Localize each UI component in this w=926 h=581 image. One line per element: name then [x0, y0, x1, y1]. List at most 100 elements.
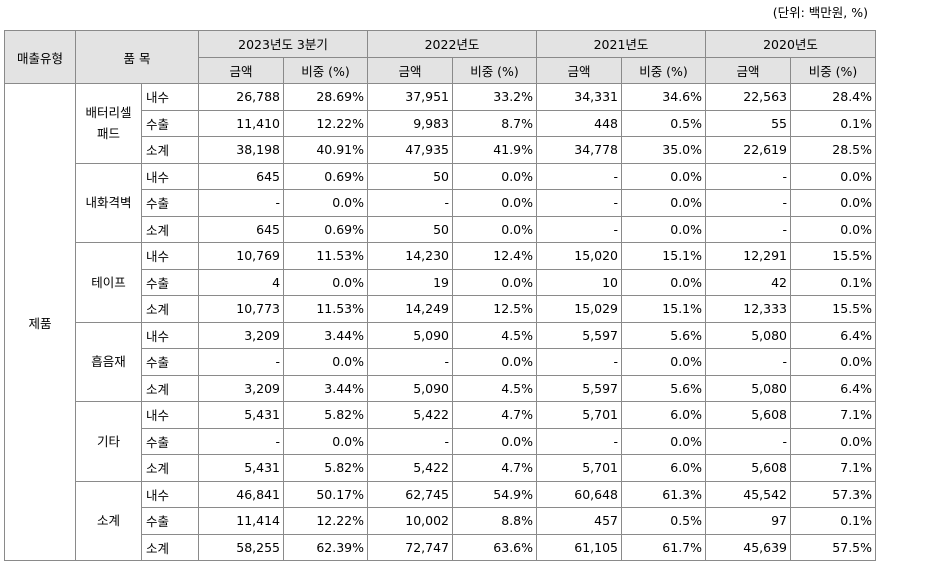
item-name-cell: 배터리셀 패드: [75, 83, 142, 164]
ratio-cell: 61.3%: [621, 480, 707, 508]
amount-cell: 34,778: [536, 136, 623, 164]
item-name-cell: 테이프: [75, 242, 142, 323]
ratio-cell: 0.69%: [283, 162, 369, 190]
header-ratio: 비중 (%): [790, 56, 877, 84]
amount-cell: -: [705, 427, 792, 455]
header-ratio: 비중 (%): [621, 56, 707, 84]
sub-category-cell: 내수: [140, 162, 200, 190]
amount-cell: 5,597: [536, 321, 623, 349]
ratio-cell: 12.5%: [452, 295, 538, 323]
ratio-cell: 0.5%: [621, 109, 707, 137]
sub-category-cell: 수출: [140, 427, 200, 455]
ratio-cell: 15.5%: [790, 242, 877, 270]
amount-cell: 645: [198, 215, 285, 243]
sub-category-cell: 소계: [140, 215, 200, 243]
amount-cell: -: [198, 189, 285, 217]
ratio-cell: 0.0%: [452, 268, 538, 296]
amount-cell: 3,209: [198, 321, 285, 349]
table-row: 소계 10,773 11.53% 14,249 12.5% 15,029 15.1% 12,3…: [5, 295, 877, 323]
ratio-cell: 5.82%: [283, 454, 369, 482]
ratio-cell: 0.0%: [621, 348, 707, 376]
ratio-cell: 15.1%: [621, 242, 707, 270]
sub-category-cell: 수출: [140, 507, 200, 535]
amount-cell: 45,542: [705, 480, 792, 508]
sub-category-cell: 내수: [140, 321, 200, 349]
amount-cell: -: [536, 427, 623, 455]
ratio-cell: 63.6%: [452, 533, 538, 561]
amount-cell: 5,597: [536, 374, 623, 402]
ratio-cell: 54.9%: [452, 480, 538, 508]
ratio-cell: 0.0%: [283, 348, 369, 376]
ratio-cell: 11.53%: [283, 295, 369, 323]
ratio-cell: 15.1%: [621, 295, 707, 323]
amount-cell: 3,209: [198, 374, 285, 402]
item-name-cell: 내화격벽: [75, 162, 142, 243]
ratio-cell: 41.9%: [452, 136, 538, 164]
amount-cell: 12,291: [705, 242, 792, 270]
ratio-cell: 0.5%: [621, 507, 707, 535]
header-row-1: 매출유형 품 목 2023년도 3분기 2022년도 2021년도 2020년도: [4, 30, 877, 84]
table-row: 제품 배터리셀 패드 내수 26,788 28.69% 37,951 33.2% 34,331…: [4, 83, 877, 561]
ratio-cell: 7.1%: [790, 401, 877, 429]
ratio-cell: 4.5%: [452, 374, 538, 402]
ratio-cell: 57.3%: [790, 480, 877, 508]
amount-cell: 10: [536, 268, 623, 296]
table-row: 수출 -0.0% -0.0% -0.0% -0.0%: [5, 348, 877, 376]
table-row: 기타 내수 5,431 5.82% 5,422 4.7% 5,701 6.0% 5,608 7.1…: [5, 401, 877, 482]
amount-cell: 12,333: [705, 295, 792, 323]
amount-cell: 15,029: [536, 295, 623, 323]
amount-cell: 10,773: [198, 295, 285, 323]
header-amount: 금액: [367, 56, 454, 84]
amount-cell: 5,090: [367, 374, 454, 402]
ratio-cell: 0.0%: [621, 162, 707, 190]
ratio-cell: 0.1%: [790, 507, 877, 535]
amount-cell: 22,619: [705, 136, 792, 164]
header-row-2: 금액 비중 (%) 금액 비중 (%) 금액 비중 (%) 금액 비중 (%): [5, 56, 877, 84]
amount-cell: -: [536, 215, 623, 243]
amount-cell: -: [536, 348, 623, 376]
item-name-cell: 기타: [75, 401, 142, 482]
amount-cell: -: [367, 348, 454, 376]
amount-cell: -: [705, 189, 792, 217]
ratio-cell: 62.39%: [283, 533, 369, 561]
ratio-cell: 7.1%: [790, 454, 877, 482]
ratio-cell: 3.44%: [283, 374, 369, 402]
table-row: 소계 38,198 40.91% 47,935 41.9% 34,778 35.0% 22,6…: [5, 136, 877, 164]
sub-category-cell: 수출: [140, 109, 200, 137]
ratio-cell: 0.0%: [283, 427, 369, 455]
amount-cell: 10,002: [367, 507, 454, 535]
table-row: 수출 4 0.0% 19 0.0% 10 0.0% 42 0.1%: [5, 268, 877, 296]
ratio-cell: 0.0%: [452, 189, 538, 217]
amount-cell: 62,745: [367, 480, 454, 508]
header-amount: 금액: [536, 56, 623, 84]
sub-category-cell: 소계: [140, 533, 200, 561]
sub-category-cell: 내수: [140, 83, 200, 111]
ratio-cell: 28.5%: [790, 136, 877, 164]
table-row: 흡음재 내수 3,209 3.44% 5,090 4.5% 5,597 5.6% 5,080 6.…: [5, 321, 877, 402]
amount-cell: 45,639: [705, 533, 792, 561]
ratio-cell: 0.1%: [790, 268, 877, 296]
ratio-cell: 0.0%: [452, 215, 538, 243]
amount-cell: 61,105: [536, 533, 623, 561]
ratio-cell: 0.69%: [283, 215, 369, 243]
amount-cell: 58,255: [198, 533, 285, 561]
ratio-cell: 61.7%: [621, 533, 707, 561]
amount-cell: 72,747: [367, 533, 454, 561]
ratio-cell: 0.0%: [790, 162, 877, 190]
ratio-cell: 0.1%: [790, 109, 877, 137]
ratio-cell: 11.53%: [283, 242, 369, 270]
ratio-cell: 5.82%: [283, 401, 369, 429]
amount-cell: 5,422: [367, 454, 454, 482]
ratio-cell: 15.5%: [790, 295, 877, 323]
header-period: 2022년도: [367, 30, 538, 58]
table-row: 수출 11,410 12.22% 9,983 8.7% 448 0.5% 55 0.1%: [5, 109, 877, 137]
ratio-cell: 0.0%: [283, 189, 369, 217]
amount-cell: -: [705, 162, 792, 190]
amount-cell: 5,422: [367, 401, 454, 429]
ratio-cell: 5.6%: [621, 321, 707, 349]
ratio-cell: 4.7%: [452, 454, 538, 482]
ratio-cell: 33.2%: [452, 83, 538, 111]
sales-table: 매출유형 품 목 2023년도 3분기 2022년도 2021년도 2020년도…: [4, 30, 877, 561]
amount-cell: 11,410: [198, 109, 285, 137]
ratio-cell: 0.0%: [790, 215, 877, 243]
